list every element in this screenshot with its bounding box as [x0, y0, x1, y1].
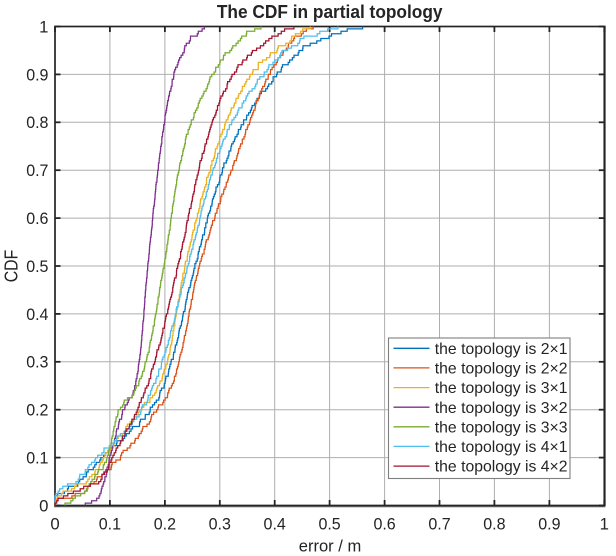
svg-text:0.2: 0.2: [26, 401, 48, 420]
svg-text:0.8: 0.8: [483, 514, 505, 533]
svg-text:0.6: 0.6: [26, 209, 48, 228]
svg-text:CDF: CDF: [1, 250, 22, 283]
svg-text:0.4: 0.4: [264, 514, 286, 533]
svg-text:0.3: 0.3: [26, 353, 48, 372]
svg-text:the topology is 3×1: the topology is 3×1: [435, 380, 568, 397]
svg-text:the topology is 2×2: the topology is 2×2: [435, 361, 568, 378]
svg-text:1: 1: [600, 514, 609, 533]
svg-text:0: 0: [39, 496, 48, 515]
svg-text:0.5: 0.5: [26, 257, 48, 276]
svg-text:the topology is 3×3: the topology is 3×3: [435, 419, 568, 436]
svg-text:0.3: 0.3: [209, 514, 231, 533]
svg-text:0: 0: [50, 514, 59, 533]
svg-text:the topology is 4×2: the topology is 4×2: [435, 459, 568, 476]
svg-text:0.9: 0.9: [26, 65, 48, 84]
svg-text:0.6: 0.6: [373, 514, 395, 533]
svg-text:0.7: 0.7: [26, 161, 48, 180]
svg-text:0.8: 0.8: [26, 113, 48, 132]
svg-text:the topology is 3×2: the topology is 3×2: [435, 400, 568, 417]
svg-text:0.1: 0.1: [99, 514, 121, 533]
svg-text:0.4: 0.4: [26, 305, 48, 324]
svg-text:the topology is 2×1: the topology is 2×1: [435, 341, 568, 358]
svg-text:1: 1: [39, 17, 48, 36]
svg-text:0.2: 0.2: [154, 514, 176, 533]
svg-text:0.9: 0.9: [538, 514, 560, 533]
svg-text:0.1: 0.1: [26, 449, 48, 468]
svg-text:0.5: 0.5: [318, 514, 340, 533]
svg-text:The CDF in partial topology: The CDF in partial topology: [217, 1, 443, 22]
svg-text:the topology is 4×1: the topology is 4×1: [435, 439, 568, 456]
svg-text:0.7: 0.7: [428, 514, 450, 533]
svg-text:error / m: error / m: [299, 537, 362, 556]
